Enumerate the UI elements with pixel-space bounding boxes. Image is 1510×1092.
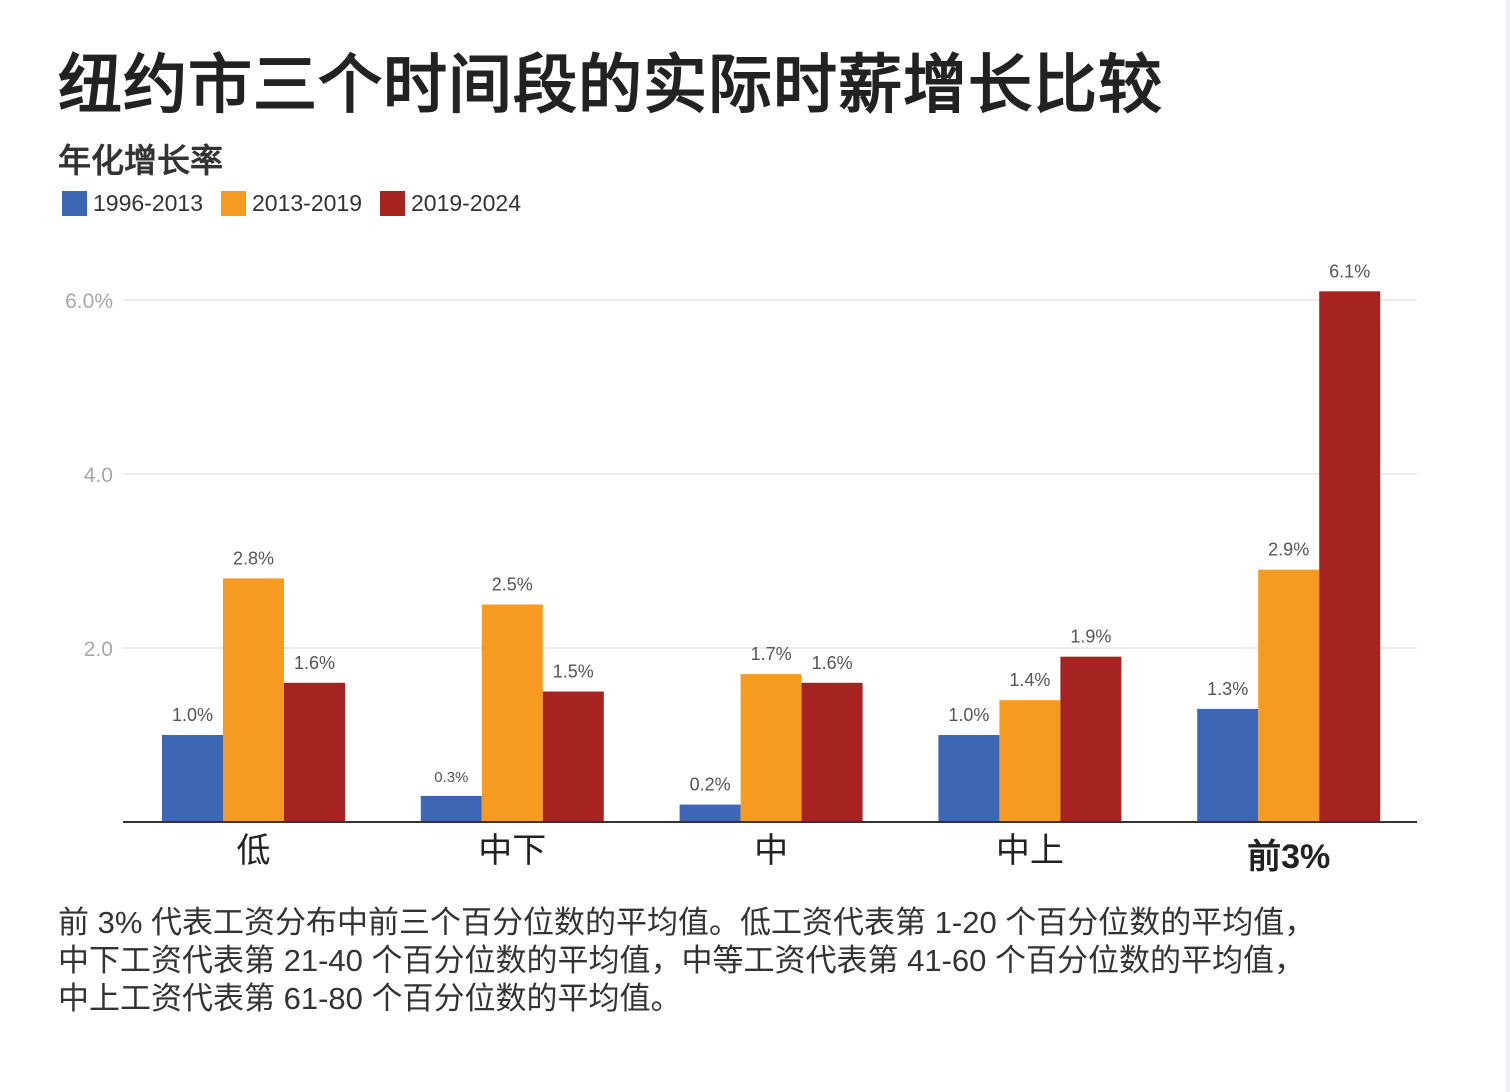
bar [481,604,543,822]
legend: 1996-2013 2013-2019 2019-2024 [62,190,521,217]
bar [542,691,604,822]
data-label: 2.9% [1268,540,1309,560]
x-tick-label: 低 [237,832,271,870]
bar [740,674,802,822]
footnote: 前 3% 代表工资分布中前三个百分位数的平均值。低工资代表第 1-20 个百分位… [58,904,1315,1018]
x-tick-label: 前3% [1247,838,1330,876]
y-tick-label: 4.0 [84,464,113,487]
data-label: 0.2% [690,775,731,795]
data-label: 1.0% [948,705,989,725]
legend-swatch [221,191,246,216]
bar [284,682,345,822]
footnote-line: 中上工资代表第 61-80 个百分位数的平均值。 [58,981,682,1016]
bar [1319,291,1381,822]
y-tick-label: 2.0 [84,638,113,661]
x-tick-label: 中 [754,832,788,870]
legend-swatch [380,191,405,216]
y-tick-label: 6.0% [65,290,113,313]
data-label: 1.5% [553,662,594,682]
data-label: 1.7% [751,644,792,664]
data-label: 2.8% [233,548,274,568]
bar [679,804,741,822]
x-tick-label: 中上 [996,832,1064,870]
bar [1060,656,1122,822]
bar [1197,708,1259,822]
data-label: 1.9% [1070,627,1111,647]
footnote-line: 前 3% 代表工资分布中前三个百分位数的平均值。低工资代表第 1-20 个百分位… [58,905,1316,940]
chart-title: 纽约市三个时间段的实际时薪增长比较 [58,49,1163,121]
data-label: 1.4% [1009,670,1050,690]
legend-item-1996-2013: 1996-2013 [62,190,203,217]
window-edge [1506,0,1510,1092]
data-label: 1.3% [1207,679,1248,699]
bar [999,700,1061,822]
legend-label: 2019-2024 [411,190,521,216]
data-label: 1.0% [172,705,213,725]
bar [223,578,284,822]
x-tick-label: 中下 [478,832,546,870]
data-label: 6.1% [1329,261,1370,281]
bar [801,682,863,822]
data-label: 1.6% [294,653,335,673]
bar-chart: 2.0 4.0 6.0% 1.0% 2.8% 1.6% 低 0.3% 2.5% 1.5% 中下 0.2… [65,261,1417,876]
bar [420,795,482,822]
legend-swatch [62,191,87,216]
footnote-line: 中下工资代表第 21-40 个百分位数的平均值，中等工资代表第 41-60 个百… [58,943,1306,978]
bar [938,735,1000,822]
legend-item-2019-2024: 2019-2024 [380,190,521,217]
bar [162,735,223,822]
bar [1258,569,1320,822]
legend-label: 1996-2013 [93,190,203,216]
legend-item-2013-2019: 2013-2019 [221,190,362,217]
chart-subtitle: 年化增长率 [58,142,223,179]
data-label: 2.5% [492,575,533,595]
data-label: 1.6% [812,653,853,673]
data-label: 0.3% [434,769,468,786]
legend-label: 2013-2019 [252,190,362,216]
